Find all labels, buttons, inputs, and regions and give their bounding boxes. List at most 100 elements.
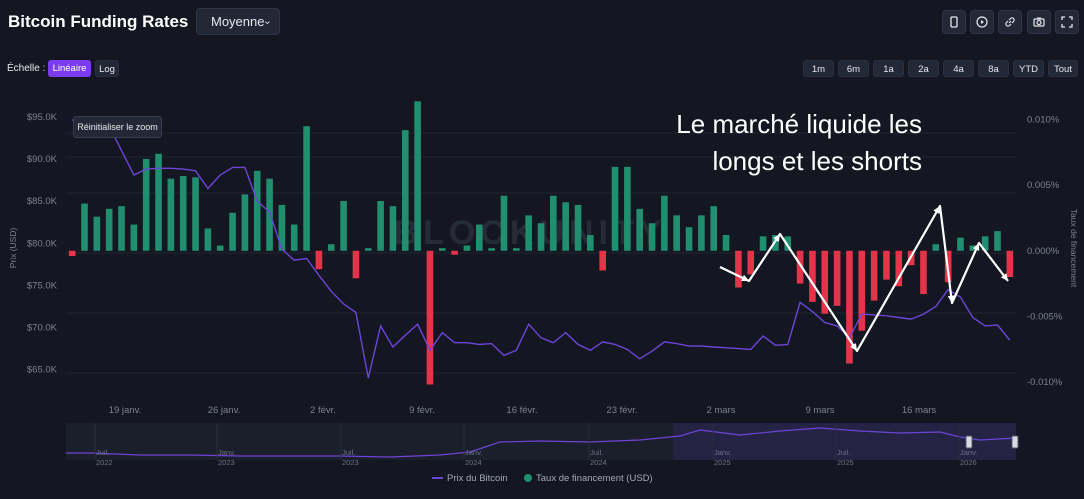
navigator-tick-month: Janv. bbox=[960, 448, 977, 457]
funding-bar bbox=[969, 245, 977, 251]
funding-bar bbox=[796, 250, 804, 284]
x-tick-label: 19 janv. bbox=[109, 405, 142, 416]
annotation-arrowhead bbox=[1000, 273, 1008, 281]
range-button-4a[interactable]: 4a bbox=[943, 60, 974, 77]
funding-bar bbox=[981, 236, 989, 251]
average-select[interactable]: Moyenne ⌄ bbox=[196, 8, 280, 35]
funding-bar bbox=[895, 250, 903, 287]
funding-bar bbox=[290, 224, 298, 251]
range-button-1m[interactable]: 1m bbox=[803, 60, 834, 77]
annotation-line-1: Le marché liquide les bbox=[676, 109, 922, 139]
navigator-price-line bbox=[66, 427, 1017, 458]
funding-bar bbox=[525, 215, 532, 251]
funding-bar bbox=[352, 250, 360, 279]
left-tick-label: $75.0K bbox=[27, 280, 58, 291]
range-button-1a[interactable]: 1a bbox=[873, 60, 904, 77]
log-scale-button[interactable]: Log bbox=[95, 60, 119, 77]
funding-bar bbox=[994, 231, 1001, 251]
navigator-tick-year: 2026 bbox=[960, 458, 977, 467]
legend-funding-swatch bbox=[524, 474, 532, 483]
right-tick-label: 0.000% bbox=[1027, 246, 1060, 257]
funding-bar bbox=[229, 212, 236, 251]
funding-bar bbox=[253, 170, 261, 251]
navigator-tick-month: Janv. bbox=[465, 448, 482, 457]
navigator-tick-year: 2023 bbox=[218, 458, 235, 467]
funding-bar bbox=[833, 250, 841, 306]
funding-bar bbox=[278, 204, 286, 251]
play-icon-button[interactable] bbox=[970, 10, 994, 34]
annotation-arrowhead bbox=[773, 234, 780, 242]
funding-bar bbox=[611, 166, 619, 251]
funding-bar bbox=[562, 202, 569, 251]
navigator-handle-left bbox=[965, 435, 973, 449]
right-tick-label: -0.005% bbox=[1027, 311, 1063, 322]
funding-bar bbox=[920, 250, 927, 295]
range-button-8a[interactable]: 8a bbox=[978, 60, 1009, 77]
funding-bar bbox=[846, 250, 853, 364]
link-icon-button[interactable] bbox=[998, 10, 1022, 34]
funding-bar bbox=[685, 227, 693, 251]
navigator-handle-right bbox=[1011, 435, 1019, 449]
funding-bar bbox=[759, 236, 767, 251]
funding-bar bbox=[784, 236, 792, 251]
navigator-tick-year: 2025 bbox=[714, 458, 731, 467]
range-button-2a[interactable]: 2a bbox=[908, 60, 939, 77]
funding-bar bbox=[130, 224, 138, 251]
funding-bar bbox=[858, 250, 866, 331]
funding-bar bbox=[513, 248, 520, 251]
navigator-tick-month: Juil. bbox=[590, 448, 603, 457]
funding-bar bbox=[389, 206, 397, 251]
annotation-arrowhead bbox=[741, 274, 749, 281]
funding-bar bbox=[883, 250, 890, 280]
range-button-tout[interactable]: Tout bbox=[1048, 60, 1078, 77]
legend-price-label: Prix du Bitcoin bbox=[447, 473, 508, 484]
funding-bar bbox=[315, 250, 323, 270]
funding-bar bbox=[673, 215, 681, 251]
expand-icon-button[interactable] bbox=[1055, 10, 1079, 34]
funding-bar bbox=[327, 244, 335, 251]
funding-bar bbox=[624, 166, 631, 251]
range-button-6m[interactable]: 6m bbox=[838, 60, 869, 77]
funding-bar bbox=[587, 235, 594, 251]
camera-icon-button[interactable] bbox=[1027, 10, 1051, 34]
funding-bar bbox=[179, 176, 187, 251]
legend-funding[interactable]: Taux de financement (USD) bbox=[524, 473, 653, 484]
phone-icon-button[interactable] bbox=[942, 10, 966, 34]
navigator-tick-year: 2025 bbox=[837, 458, 854, 467]
navigator-tick-month: Janv. bbox=[218, 448, 235, 457]
funding-bar bbox=[476, 224, 483, 251]
funding-bar bbox=[747, 250, 755, 275]
range-button-ytd[interactable]: YTD bbox=[1013, 60, 1044, 77]
funding-bar bbox=[932, 244, 940, 251]
chevron-down-icon: ⌄ bbox=[262, 15, 272, 27]
funding-bar bbox=[957, 237, 964, 251]
x-tick-label: 2 févr. bbox=[310, 405, 336, 416]
funding-bar bbox=[377, 200, 384, 251]
funding-bar bbox=[550, 195, 557, 251]
x-tick-label: 9 févr. bbox=[409, 405, 435, 416]
left-tick-label: $65.0K bbox=[27, 365, 58, 376]
navigator-tick-month: Juil. bbox=[342, 448, 355, 457]
funding-bar bbox=[142, 159, 150, 251]
phone-icon bbox=[950, 16, 958, 28]
funding-bar bbox=[192, 177, 199, 251]
funding-bar bbox=[809, 250, 816, 302]
linear-scale-button[interactable]: Linéaire bbox=[48, 60, 91, 77]
funding-bar bbox=[81, 203, 88, 251]
navigator-tick-year: 2023 bbox=[342, 458, 359, 467]
reset-zoom-button[interactable]: Réinitialiser le zoom bbox=[73, 116, 162, 138]
funding-bar bbox=[648, 223, 656, 251]
funding-bar bbox=[93, 216, 101, 251]
x-tick-label: 9 mars bbox=[805, 405, 834, 416]
funding-bar bbox=[1006, 250, 1014, 277]
funding-bar bbox=[661, 195, 668, 251]
funding-bar bbox=[500, 195, 508, 251]
annotation-arrowhead bbox=[972, 243, 980, 251]
funding-bar bbox=[488, 248, 495, 251]
annotation-line-2: longs et les shorts bbox=[712, 146, 922, 176]
annotation-arrowhead bbox=[850, 343, 857, 351]
left-tick-label: $85.0K bbox=[27, 196, 58, 207]
legend-price[interactable]: Prix du Bitcoin bbox=[432, 473, 508, 484]
left-axis-label: Prix (USD) bbox=[8, 228, 18, 269]
funding-bar bbox=[735, 250, 742, 288]
